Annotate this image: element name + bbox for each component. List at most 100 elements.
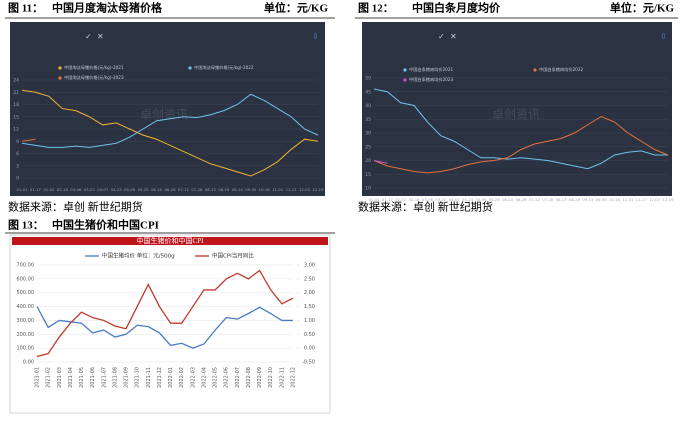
- x-tick-label: 2021-07: [101, 367, 107, 388]
- y-tick-label: 21: [13, 90, 19, 96]
- icon: ✕: [97, 32, 104, 41]
- legend-label: 中国白条猪肉均价2022: [539, 66, 583, 73]
- series-line: [21, 89, 319, 177]
- x-tick-label: 12-19: [662, 197, 674, 202]
- legend-swatch: [58, 66, 62, 70]
- y2-tick-label: 0.50: [304, 332, 315, 338]
- legend-label: 中国白条猪肉均价2023: [409, 76, 453, 83]
- x-tick-label: 2022-07: [235, 367, 241, 388]
- figure-title: 中国白条月度均价: [412, 1, 501, 15]
- y-tick-label: 0.00: [23, 360, 34, 366]
- legend-swatch: [533, 68, 537, 72]
- x-tick-label: 12-03: [299, 187, 311, 192]
- x-tick-label: 12-03: [649, 197, 661, 202]
- x-tick-label: 05-09: [475, 197, 487, 202]
- series-line: [21, 138, 36, 142]
- y-tick-label: 35: [365, 117, 371, 123]
- series-line: [373, 160, 388, 164]
- x-tick-label: 06-26: [515, 197, 527, 202]
- y-tick-label: 300.00: [17, 318, 35, 324]
- x-tick-label: 2022-06: [224, 367, 230, 388]
- x-tick-label: 09-30: [596, 197, 608, 202]
- source: 数据来源：卓创 新世纪期货: [358, 200, 493, 214]
- y-tick-label: 25: [365, 144, 371, 150]
- y2-tick-label: -0.50: [302, 360, 315, 366]
- x-tick-label: 2022-08: [246, 367, 252, 388]
- y-tick-label: 9: [16, 139, 19, 145]
- x-tick-label: 04-23: [111, 187, 123, 192]
- x-tick-label: 09-14: [582, 197, 594, 202]
- y-tick-label: 24: [13, 78, 19, 84]
- y-tick-label: 200.00: [17, 332, 35, 338]
- y-tick-label: 3: [16, 163, 19, 169]
- legend-label: 中国白条猪肉均价2021: [409, 66, 453, 73]
- y-tick-label: 100.00: [17, 346, 35, 352]
- x-tick-label: 2022-02: [179, 367, 185, 388]
- legend-swatch: [58, 76, 62, 80]
- x-tick-label: 2021-09: [124, 367, 130, 388]
- y-tick-label: 18: [13, 102, 19, 108]
- x-tick-label: 2022-01: [168, 367, 174, 388]
- series-line: [36, 306, 293, 349]
- y-tick-label: 600.00: [17, 276, 35, 282]
- x-tick-label: 11-01: [272, 187, 284, 192]
- series-line: [373, 88, 668, 170]
- x-tick-label: 07-12: [178, 187, 190, 192]
- x-tick-label: 05-25: [489, 197, 501, 202]
- x-tick-label: 06-26: [164, 187, 176, 192]
- legend-label: 中国生猪均价 单位：元/500g: [102, 252, 175, 260]
- y-tick-label: 40: [365, 103, 371, 109]
- y-tick-label: 30: [365, 131, 371, 137]
- chart-title: 中国生猪价和中国CPI: [137, 236, 205, 245]
- x-tick-label: 02-18: [57, 187, 69, 192]
- y-tick-label: 10: [365, 186, 371, 192]
- x-tick-label: 02-02: [43, 187, 55, 192]
- x-tick-label: 05-09: [124, 187, 136, 192]
- watermark: 卓创资讯: [492, 108, 540, 122]
- x-tick-label: 09-30: [245, 187, 257, 192]
- x-tick-label: 2022-09: [257, 367, 263, 388]
- y-tick-label: 45: [365, 89, 371, 95]
- x-tick-label: 07-28: [191, 187, 203, 192]
- y2-tick-label: 1.00: [304, 318, 315, 324]
- icon: ✓: [85, 32, 92, 41]
- figure-title: 中国月度淘汰母猪价格: [52, 1, 163, 15]
- source: 数据来源：卓创 新世纪期货: [8, 200, 143, 214]
- panel: [9, 234, 331, 414]
- figure-label: 图 13：: [8, 219, 44, 232]
- series-line: [373, 115, 669, 174]
- x-tick-label: 2021-05: [79, 367, 85, 388]
- x-tick-label: 06-10: [502, 197, 514, 202]
- x-tick-label: 08-29: [218, 187, 230, 192]
- y2-tick-label: 1.50: [304, 304, 315, 310]
- y2-tick-label: 2.50: [304, 276, 315, 282]
- x-tick-label: 07-28: [542, 197, 554, 202]
- y-tick-label: 15: [13, 114, 19, 120]
- y-tick-label: 6: [16, 151, 19, 157]
- icon: ✕: [450, 32, 457, 41]
- x-tick-label: 04-23: [462, 197, 474, 202]
- y-tick-label: 700.00: [17, 263, 35, 269]
- x-tick-label: 10-16: [609, 197, 621, 202]
- x-tick-label: 09-14: [232, 187, 244, 192]
- series-line: [21, 93, 319, 148]
- x-tick-label: 04-07: [449, 197, 461, 202]
- y2-tick-label: 0.00: [304, 346, 315, 352]
- x-tick-label: 12-19: [312, 187, 324, 192]
- legend-label: 中国淘汰母猪价格(元/kg)-2023: [64, 74, 124, 81]
- x-tick-label: 01-17: [382, 197, 394, 202]
- figure-title: 中国生猪价和中国CPI: [52, 218, 159, 232]
- title-bar: [12, 237, 328, 245]
- x-tick-label: 11-17: [636, 197, 648, 202]
- y2-tick-label: 2.00: [304, 290, 315, 296]
- x-tick-label: 2022-12: [291, 367, 297, 388]
- x-tick-label: 06-10: [151, 187, 163, 192]
- x-tick-label: 2021-04: [68, 367, 74, 388]
- x-tick-label: 2021-12: [157, 367, 163, 388]
- x-tick-label: 08-13: [205, 187, 217, 192]
- x-tick-label: 03-22: [435, 197, 447, 202]
- legend-swatch: [188, 66, 192, 70]
- unit: 单位：元/KG: [610, 1, 675, 15]
- x-tick-label: 2022-11: [279, 367, 285, 388]
